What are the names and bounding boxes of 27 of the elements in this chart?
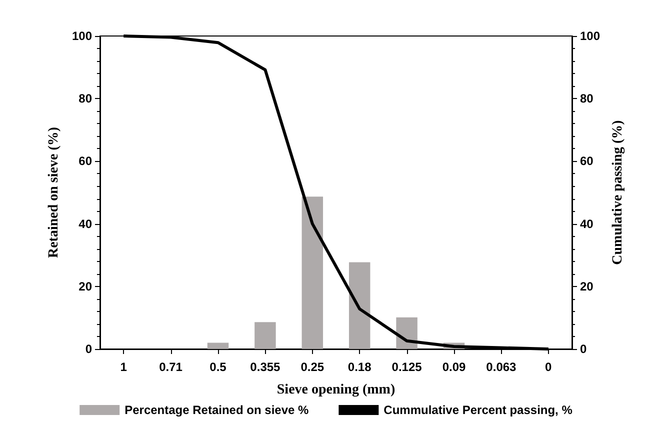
y-tick-label: 80	[78, 92, 92, 106]
x-tick-label: 1	[120, 360, 128, 374]
y-tick-label: 0	[85, 342, 92, 356]
y2-tick-label: 60	[580, 154, 594, 168]
x-tick-label: 0.125	[392, 360, 422, 374]
y2-tick-label: 40	[580, 216, 594, 231]
y2-tick-label: 100	[580, 29, 600, 43]
y-tick-label: 40	[78, 216, 92, 231]
x-tick-label: 0.5	[210, 360, 227, 374]
y-tick-label: 60	[78, 154, 92, 168]
x-tick-label: 0.355	[250, 360, 281, 374]
x-tick-label: 0.25	[300, 360, 324, 374]
x-tick-label: 0.09	[442, 360, 466, 374]
y2-tick-label: 20	[580, 279, 594, 294]
x-tick-label: 0.71	[159, 360, 183, 374]
y2-tick-label: 0	[580, 342, 587, 356]
y2-axis-title: Cumulative passing (%)	[610, 120, 626, 265]
y-axis-title: Retained on sieve (%)	[46, 126, 62, 258]
y2-tick-label: 80	[580, 92, 594, 106]
legend-label: Cummulative Percent passing, %	[384, 403, 573, 417]
x-tick-label: 0.063	[486, 360, 517, 374]
x-axis-title: Sieve opening (mm)	[276, 382, 396, 398]
x-tick-label: 0	[545, 360, 552, 374]
legend-label: Percentage Retained on sieve %	[124, 403, 310, 417]
x-tick-label: 0.18	[348, 360, 372, 374]
y-tick-label: 20	[78, 279, 92, 294]
y-tick-label: 100	[72, 29, 92, 43]
